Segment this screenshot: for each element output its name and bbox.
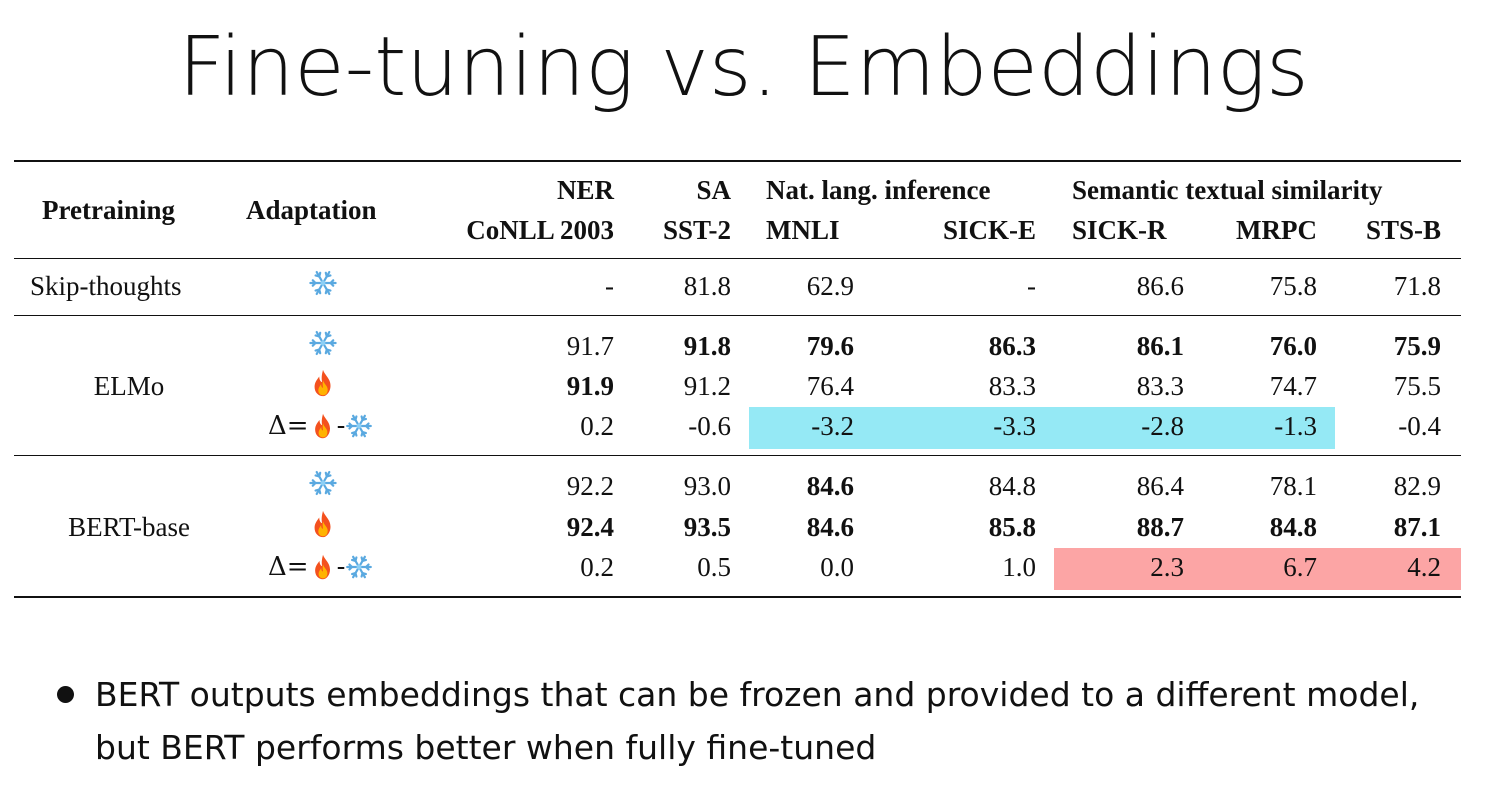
table-cell: 78.1: [1269, 471, 1317, 501]
table-cell: 0.2: [580, 552, 614, 582]
table-cell: 91.9: [566, 371, 614, 401]
bullet-text: BERT outputs embeddings that can be froz…: [95, 675, 1420, 767]
table-cell: 84.8: [1269, 512, 1317, 542]
table-cell: 92.2: [566, 471, 614, 501]
bullet-dot: [57, 686, 74, 703]
results-table: Pretraining Adaptation NER SA Nat. lang.…: [14, 160, 1461, 598]
header-rule: [14, 258, 1461, 259]
header-mnli: MNLI: [766, 215, 840, 245]
table-cell: 84.8: [988, 471, 1036, 501]
table-cell: 1.0: [1002, 552, 1036, 582]
table-cell: 86.1: [1136, 331, 1184, 361]
table-cell: 75.8: [1269, 271, 1317, 301]
delta-minus: -: [336, 411, 346, 441]
table-cell: 92.4: [566, 512, 614, 542]
header-adaptation: Adaptation: [246, 195, 377, 225]
table-cell: -2.8: [1141, 411, 1184, 441]
table-cell: 76.0: [1269, 331, 1317, 361]
header-conll: CoNLL 2003: [466, 215, 614, 245]
group-rule-2: [14, 455, 1461, 456]
table-cell: 0.2: [580, 411, 614, 441]
table-cell: 79.6: [806, 331, 854, 361]
table-cell: 62.9: [806, 271, 854, 301]
table-cell: 86.3: [988, 331, 1036, 361]
header-sst2: SST-2: [662, 215, 731, 245]
pretraining-name: BERT-base: [68, 512, 190, 542]
table-cell: 75.5: [1393, 371, 1441, 401]
delta-symbol: Δ=: [268, 552, 309, 582]
table-cell: 88.7: [1136, 512, 1184, 542]
table-cell: 85.8: [988, 512, 1036, 542]
table-cell: 84.6: [806, 512, 854, 542]
slide-title: Fine-tuning vs. Embeddings: [178, 20, 1309, 115]
fire-icon: [309, 553, 337, 581]
delta-label: Δ= -: [268, 410, 373, 442]
table-cell: 82.9: [1393, 471, 1441, 501]
table-cell: 74.7: [1269, 371, 1317, 401]
table-cell: 86.6: [1136, 271, 1184, 301]
delta-minus: -: [336, 552, 346, 582]
table-cell: 71.8: [1393, 271, 1441, 301]
snowflake-icon: [345, 553, 373, 581]
snowflake-icon: [345, 412, 373, 440]
header-nli: Nat. lang. inference: [766, 175, 991, 205]
table-cell: -: [605, 271, 614, 301]
table-bottom-rule: [14, 596, 1461, 598]
table-cell: 87.1: [1393, 512, 1441, 542]
table-cell: 91.2: [683, 371, 731, 401]
header-sick-r: SICK-R: [1072, 215, 1167, 245]
table-cell: 75.9: [1393, 331, 1441, 361]
header-ner: NER: [556, 175, 614, 205]
snowflake-icon: [308, 268, 342, 302]
snowflake-icon: [308, 468, 342, 502]
table-cell: 81.8: [683, 271, 731, 301]
header-sts-b: STS-B: [1365, 215, 1441, 245]
table-cell: -3.2: [811, 411, 854, 441]
fire-icon: [308, 368, 342, 402]
table-cell: 83.3: [988, 371, 1036, 401]
fire-icon: [308, 509, 342, 543]
table-cell: 83.3: [1136, 371, 1184, 401]
table-cell: 6.7: [1283, 552, 1317, 582]
table-cell: 93.0: [683, 471, 731, 501]
negative-delta-highlight: [749, 407, 1335, 449]
header-sick-e: SICK-E: [942, 215, 1036, 245]
header-mrpc: MRPC: [1236, 215, 1317, 245]
fire-icon: [309, 412, 337, 440]
snowflake-icon: [308, 328, 342, 362]
table-cell: 84.6: [806, 471, 854, 501]
pretraining-name: Skip-thoughts: [30, 271, 182, 301]
table-cell: 0.0: [820, 552, 854, 582]
table-cell: -0.6: [688, 411, 731, 441]
table-cell: 0.5: [697, 552, 731, 582]
table-cell: 91.8: [683, 331, 731, 361]
pretraining-name: ELMo: [93, 371, 165, 401]
header-sts: Semantic textual similarity: [1072, 175, 1383, 205]
table-cell: -1.3: [1274, 411, 1317, 441]
table-cell: -3.3: [993, 411, 1036, 441]
delta-symbol: Δ=: [268, 411, 309, 441]
table-cell: -: [1027, 271, 1036, 301]
table-cell: 4.2: [1407, 552, 1441, 582]
table-cell: 91.7: [566, 331, 614, 361]
table-cell: 86.4: [1136, 471, 1184, 501]
delta-label: Δ= -: [268, 551, 373, 583]
table-cell: 76.4: [806, 371, 854, 401]
table-cell: 93.5: [683, 512, 731, 542]
positive-delta-highlight: [1054, 548, 1461, 590]
group-rule-1: [14, 315, 1461, 316]
table-top-rule: [14, 160, 1461, 162]
header-sa: SA: [696, 175, 731, 205]
table-cell: -0.4: [1398, 411, 1441, 441]
table-cell: 2.3: [1150, 552, 1184, 582]
header-pretraining: Pretraining: [42, 195, 175, 225]
